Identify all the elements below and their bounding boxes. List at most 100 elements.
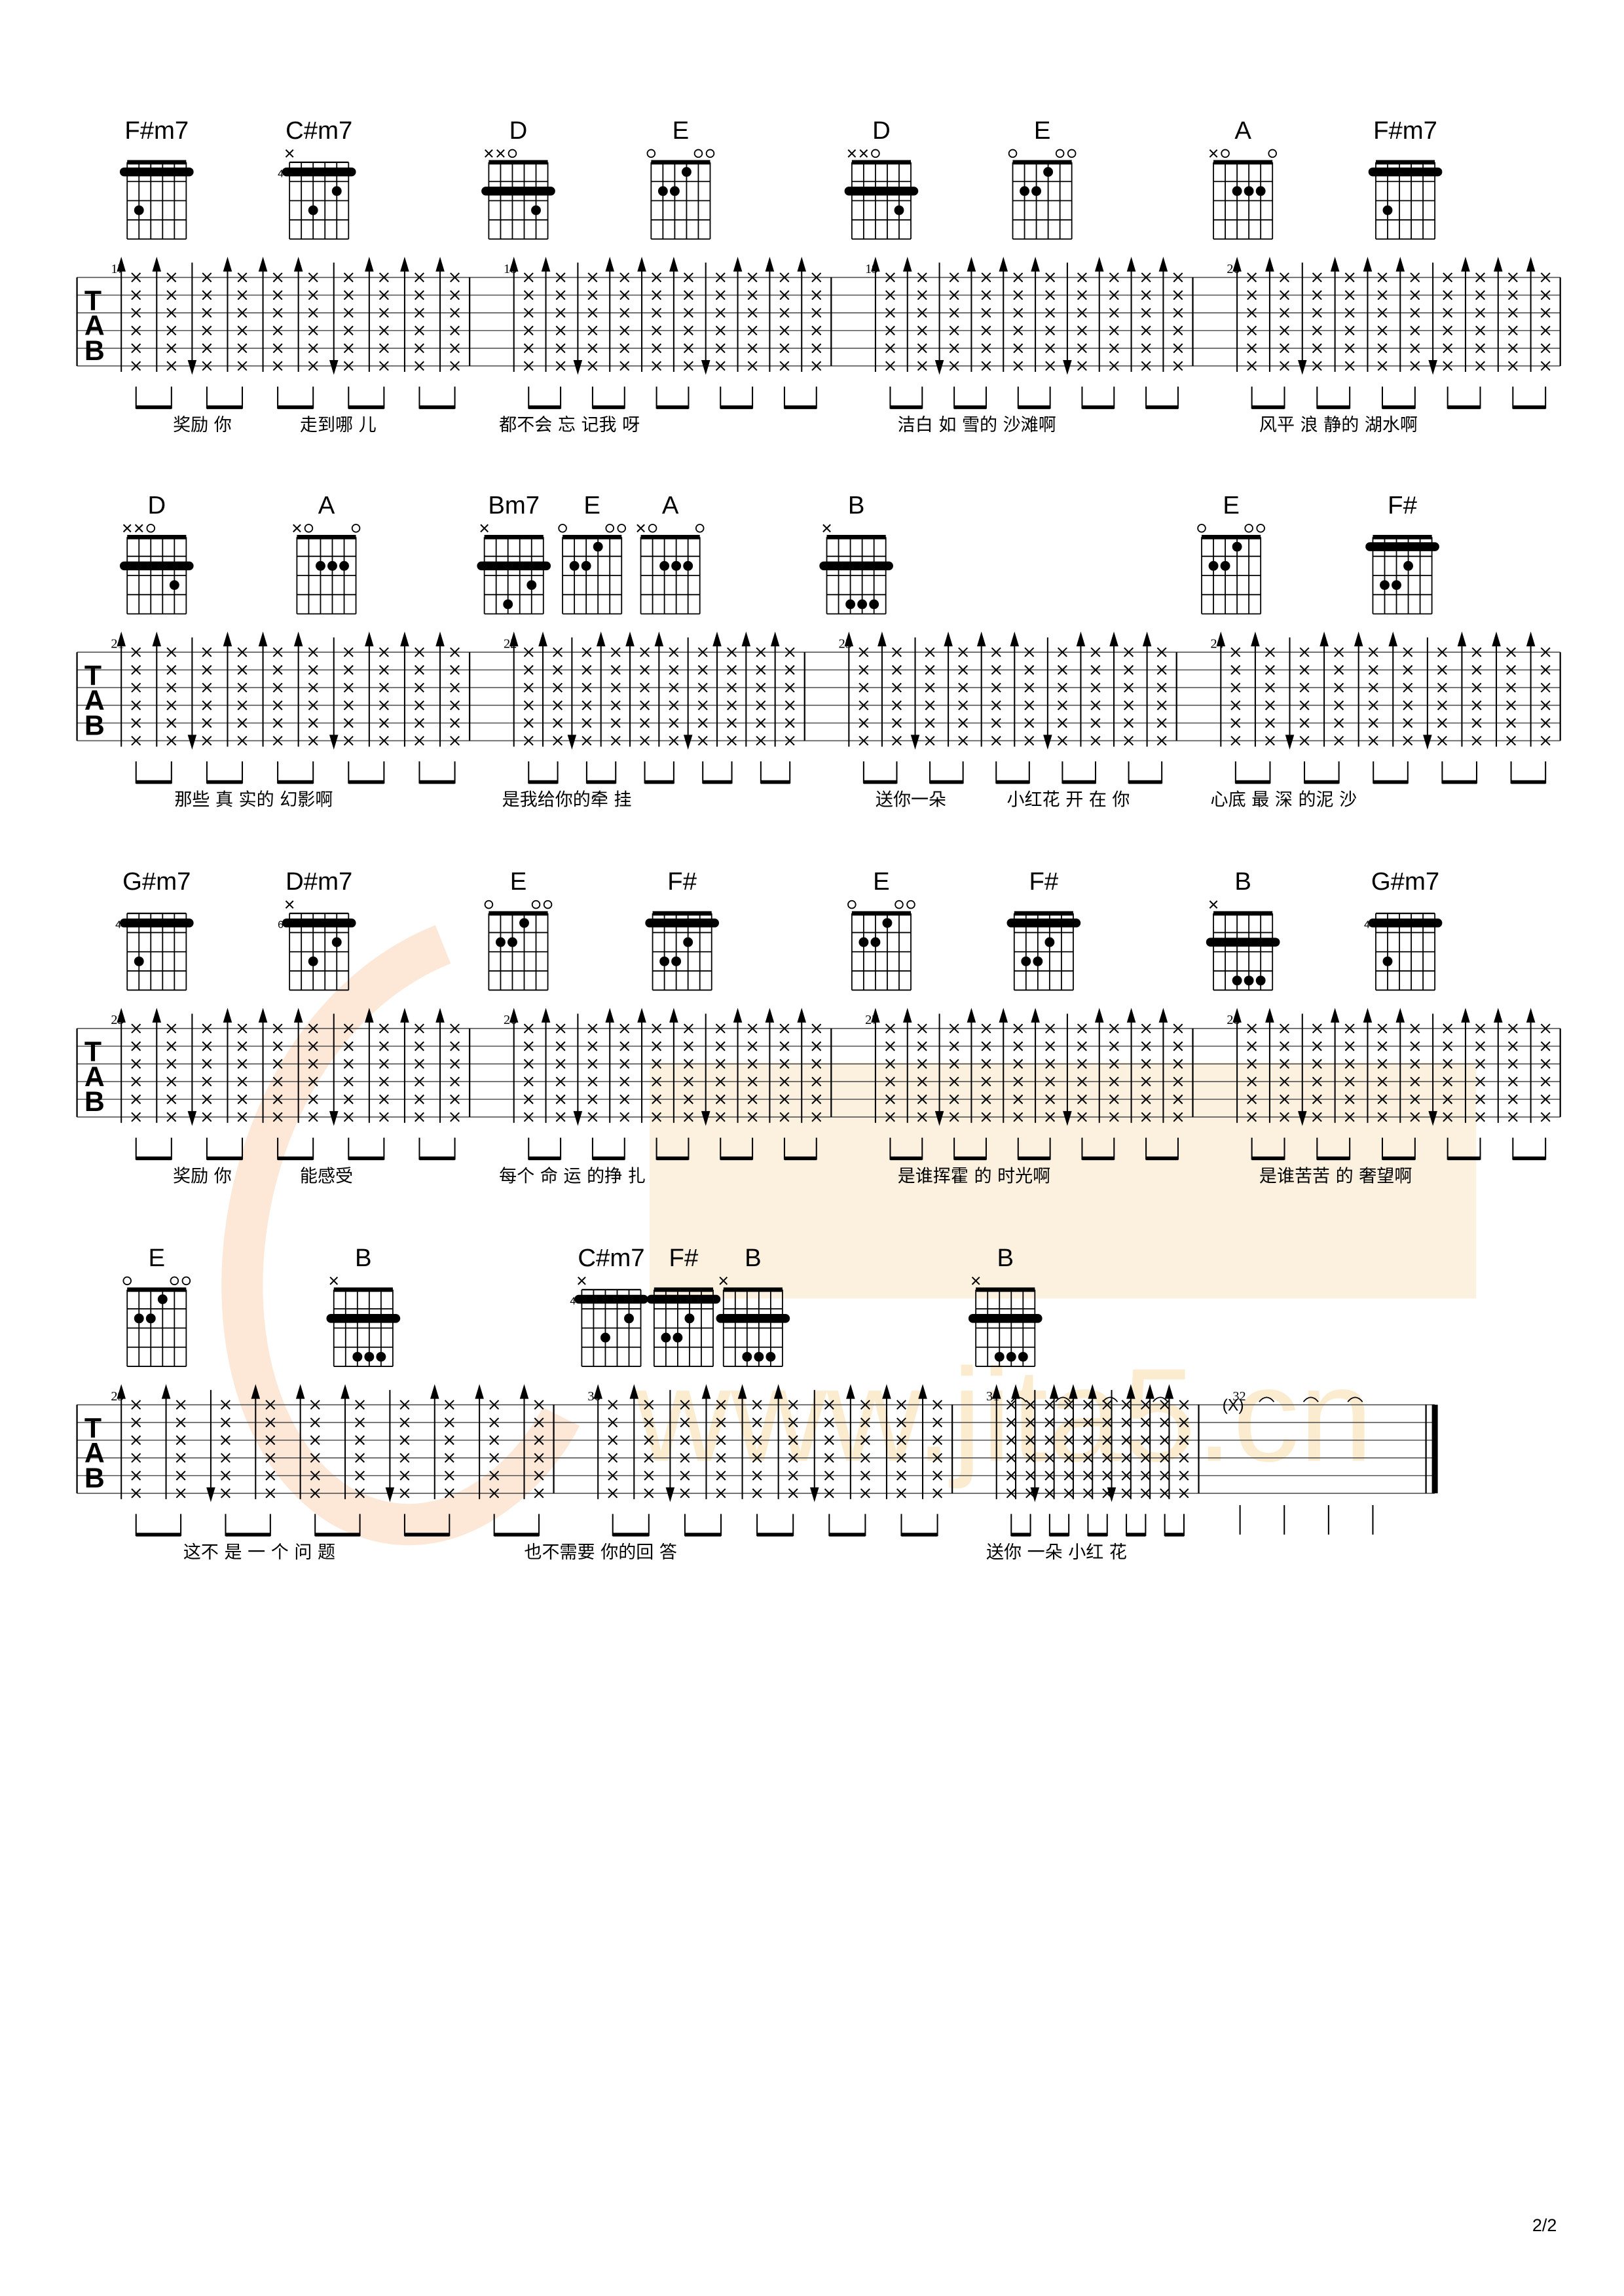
lyric: 送你一朵	[876, 790, 946, 811]
strum-stroke	[1049, 1384, 1074, 1537]
watermark-site: www.jita5.cn	[635, 1340, 1373, 1489]
chord-diagram	[646, 1287, 721, 1367]
lyric: 奖励 你	[173, 415, 232, 435]
chord-name: B	[848, 491, 865, 519]
chord-name: F#	[1388, 491, 1417, 519]
lyric: 走到哪 儿	[300, 415, 377, 435]
strum-stroke	[637, 1008, 689, 1161]
measure-number: 32	[1232, 1389, 1246, 1404]
chord-name: A	[1234, 117, 1251, 145]
strum-stroke	[1030, 1390, 1069, 1537]
strum-stroke	[400, 257, 455, 409]
strum-stroke	[1063, 1013, 1115, 1161]
chord-diagram	[326, 1276, 401, 1367]
strum-stroke	[1457, 631, 1482, 784]
chord-diagram: 4	[115, 913, 194, 991]
watermark: www.jita5.cn	[221, 925, 1477, 1546]
strum-stroke	[1423, 637, 1477, 784]
strum-stroke	[117, 1384, 181, 1537]
strum-stroke	[295, 1384, 360, 1537]
strum-stroke	[1285, 637, 1339, 784]
strum-stroke	[871, 257, 923, 409]
strum-stroke	[944, 631, 969, 784]
strum-stroke	[117, 631, 172, 784]
chord-name: C#m7	[286, 117, 352, 145]
svg-text:4: 4	[570, 1296, 576, 1307]
strum-stroke	[625, 631, 674, 784]
chord-name: A	[662, 491, 679, 519]
strum-stroke	[538, 631, 563, 784]
strum-stroke	[329, 263, 384, 409]
strum-stroke	[341, 1384, 365, 1537]
chord-diagram	[819, 524, 893, 615]
lyric: 那些 真 实的 幻影啊	[174, 790, 333, 811]
strum-stroke	[329, 637, 384, 784]
strum-stroke	[385, 1390, 450, 1537]
strum-stroke	[573, 1013, 625, 1161]
tab-clef-letter: T	[84, 1412, 101, 1444]
tab-clef-letter: B	[84, 1463, 105, 1494]
strum-stroke	[902, 1008, 927, 1160]
lyric: 这不 是 一 个 问 题	[183, 1542, 335, 1563]
strum-stroke	[1031, 257, 1056, 409]
svg-text:6: 6	[278, 920, 284, 931]
chord-diagram	[481, 149, 555, 240]
strum-stroke	[541, 1008, 566, 1160]
chord-diagram	[1365, 535, 1439, 615]
strum-stroke	[1492, 631, 1546, 784]
strum-stroke	[435, 1008, 460, 1160]
lyric: 是我给你的牵 挂	[502, 790, 632, 811]
strum-stroke	[187, 1013, 243, 1161]
strum-stroke	[701, 1013, 753, 1161]
strum-stroke	[1069, 1384, 1107, 1537]
strum-stroke	[1461, 257, 1485, 409]
strum-stroke	[1298, 263, 1350, 409]
strum-stroke	[509, 631, 558, 784]
strum-stroke	[117, 257, 172, 409]
tab-system: TAB17 18 19 20F#m7 C#m74D E D E A F#m7奖励 你走到哪 儿都不…	[76, 117, 1561, 435]
strum-stroke	[1330, 257, 1355, 409]
strum-stroke	[541, 257, 566, 409]
strum-stroke	[1363, 257, 1415, 409]
strum-stroke	[797, 257, 822, 409]
strum-stroke	[519, 1384, 544, 1537]
strum-stroke	[1526, 1008, 1551, 1160]
svg-text:4: 4	[278, 168, 284, 179]
lyric: 奖励 你	[173, 1166, 232, 1186]
strum-stroke	[683, 637, 732, 784]
strum-stroke	[1428, 263, 1481, 409]
strum-stroke	[902, 257, 927, 409]
chord-name: F#	[1029, 867, 1059, 896]
strum-stroke	[509, 257, 561, 409]
chord-name: E	[873, 867, 890, 896]
strum-stroke	[258, 1008, 314, 1161]
strum-stroke	[918, 1384, 943, 1537]
chord-name: E	[1034, 117, 1051, 145]
strum-stroke	[1142, 631, 1167, 784]
tab-clef-letter: B	[84, 710, 105, 741]
strum-stroke	[430, 1384, 454, 1537]
strum-stroke	[1388, 631, 1413, 784]
strum-stroke	[435, 631, 460, 784]
strum-stroke	[629, 1384, 654, 1537]
strum-stroke	[1395, 257, 1420, 409]
chord-name: F#	[669, 1244, 699, 1272]
strum-stroke	[365, 1008, 389, 1160]
strum-stroke	[223, 257, 248, 409]
tab-clef-letter: T	[84, 660, 101, 691]
chord-diagram: 6	[278, 900, 356, 991]
strum-stroke	[967, 257, 991, 409]
strum-stroke	[293, 631, 318, 784]
strum-stroke	[152, 631, 177, 784]
lyric: 洁白 如 雪的 沙滩啊	[898, 415, 1056, 435]
strum-stroke	[329, 1013, 384, 1161]
strum-stroke	[1526, 631, 1551, 784]
strum-stroke	[1107, 1390, 1146, 1537]
strum-stroke	[1298, 1013, 1350, 1161]
chord-diagram	[637, 524, 705, 615]
strum-stroke	[1526, 257, 1551, 409]
lyric: 能感受	[300, 1166, 353, 1186]
chord-diagram	[844, 149, 919, 240]
strum-stroke	[117, 1008, 172, 1161]
lyric: 风平 浪 静的 湖水啊	[1259, 415, 1418, 435]
